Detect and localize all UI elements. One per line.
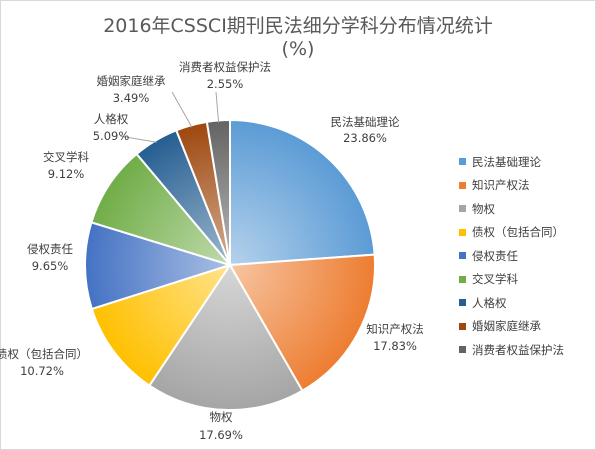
pie-slice [84,221,234,311]
legend-swatch [459,252,466,260]
pie-slice [228,253,376,393]
legend-swatch [459,275,466,283]
slice-value-label: 17.69% [199,428,243,442]
legend-swatch [459,228,466,236]
chart-title-unit: (%) [281,38,315,60]
slice-value-label: 9.12% [48,167,85,181]
legend-item: 消费者权益保护法 [459,338,595,362]
legend-item: 物权 [459,197,595,221]
legend-swatch [459,158,466,166]
leader-line [215,91,220,123]
slice-category-label: 人格权 [94,112,129,126]
chart-legend: 民法基础理论 知识产权法 物权 债权（包括合同） 侵权责任 交叉学科 人格权 婚… [459,150,595,362]
slice-value-label: 10.72% [20,364,64,378]
pie-slice [148,263,304,412]
legend-item: 民法基础理论 [459,150,595,174]
legend-label: 物权 [472,201,495,216]
slice-category-label: 婚姻家庭继承 [97,74,166,88]
legend-swatch [459,299,466,307]
slice-value-label: 3.49% [113,91,150,105]
legend-item: 债权（包括合同） [459,221,595,245]
slice-category-label: 交叉学科 [43,150,89,164]
pie-slice [229,118,376,267]
leader-line [171,91,193,128]
slice-category-label: 消费者权益保护法 [179,60,271,74]
legend-label: 债权（包括合同） [472,225,564,240]
legend-label: 婚姻家庭继承 [472,319,541,334]
slice-category-label: 物权 [210,410,233,424]
legend-item: 交叉学科 [459,268,595,292]
slice-category-label: 民法基础理论 [331,115,400,129]
legend-swatch [459,205,466,213]
pie-slice [90,152,233,267]
slice-value-label: 5.09% [93,129,130,143]
legend-item: 人格权 [459,291,595,315]
legend-label: 消费者权益保护法 [472,342,564,357]
legend-item: 知识产权法 [459,174,595,198]
legend-swatch [459,346,466,354]
slice-value-label: 17.83% [373,339,417,353]
legend-item: 侵权责任 [459,244,595,268]
slice-value-label: 9.65% [32,259,69,273]
legend-label: 人格权 [472,295,507,310]
legend-label: 侵权责任 [472,248,518,263]
slice-category-label: 债权（包括合同） [0,347,88,361]
legend-item: 婚姻家庭继承 [459,315,595,339]
legend-swatch [459,181,466,189]
pie-slice [90,263,233,387]
slice-category-label: 知识产权法 [366,322,424,336]
leader-line [119,135,157,143]
legend-swatch [459,322,466,330]
legend-label: 民法基础理论 [472,154,541,169]
slice-value-label: 2.55% [207,77,244,91]
slice-category-label: 侵权责任 [27,242,73,256]
chart-title: 2016年CSSCI期刊民法细分学科分布情况统计 [103,15,493,37]
legend-label: 交叉学科 [472,272,518,287]
legend-label: 知识产权法 [472,178,530,193]
slice-value-label: 23.86% [343,131,387,145]
